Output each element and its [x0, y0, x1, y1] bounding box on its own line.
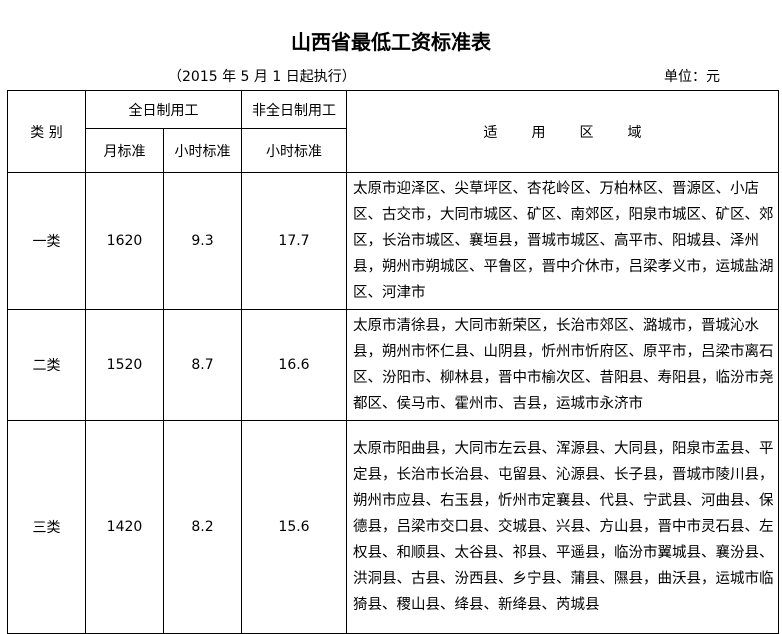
- table-row: 二类 1520 8.7 16.6 太原市清徐县，大同市新荣区，长治市郊区、潞城市…: [7, 309, 779, 421]
- table-row: 三类 1420 8.2 15.6 太原市阳曲县，大同市左云县、浑源县、大同县，阳…: [7, 420, 779, 634]
- header-hourly: 小时标准: [163, 128, 242, 173]
- area-cell: 太原市阳曲县，大同市左云县、浑源县、大同县，阳泉市盂县、平定县，长治市长治县、屯…: [346, 420, 779, 634]
- monthly-cell: 1520: [85, 309, 164, 421]
- hourly-cell: 8.7: [163, 309, 242, 421]
- monthly-cell: 1620: [85, 172, 164, 310]
- area-cell: 太原市清徐县，大同市新荣区，长治市郊区、潞城市，晋城沁水县，朔州市怀仁县、山阴县…: [346, 309, 779, 421]
- hourly-cell: 8.2: [163, 420, 242, 634]
- hourly-cell: 9.3: [163, 172, 242, 310]
- monthly-cell: 1420: [85, 420, 164, 634]
- header-parttime: 非全日制用工: [241, 90, 347, 129]
- category-cell: 二类: [7, 309, 86, 421]
- header-category: 类 别: [7, 90, 86, 173]
- wage-table: 类 别 全日制用工 非全日制用工 适用区域 月标准 小时标准 小时标准 一类 1…: [7, 90, 779, 634]
- category-cell: 三类: [7, 420, 86, 634]
- unit-label: 单位：元: [664, 69, 720, 85]
- category-cell: 一类: [7, 172, 86, 310]
- area-cell: 太原市迎泽区、尖草坪区、杏花岭区、万柏林区、晋源区、小店区、古交市，大同市城区、…: [346, 172, 779, 310]
- page-title: 山西省最低工资标准表: [291, 30, 491, 54]
- table-row: 一类 1620 9.3 17.7 太原市迎泽区、尖草坪区、杏花岭区、万柏林区、晋…: [7, 172, 779, 310]
- parttime-hourly-cell: 16.6: [241, 309, 347, 421]
- effective-date: （2015 年 5 月 1 日起执行）: [168, 69, 356, 85]
- header-parttime-hourly: 小时标准: [241, 128, 347, 173]
- parttime-hourly-cell: 17.7: [241, 172, 347, 310]
- header-area: 适用区域: [346, 90, 779, 173]
- parttime-hourly-cell: 15.6: [241, 420, 347, 634]
- header-monthly: 月标准: [85, 128, 164, 173]
- header-fulltime: 全日制用工: [85, 90, 242, 129]
